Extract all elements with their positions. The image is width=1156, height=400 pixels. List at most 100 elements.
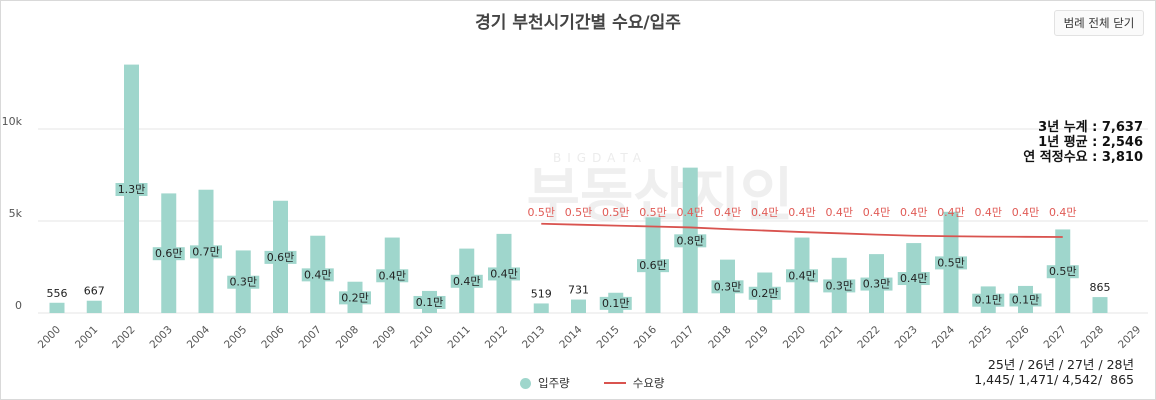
- supply-bar-label: 0.1만: [1012, 293, 1040, 306]
- summary-1yr-average: 1년 평균 : 2,546: [1038, 135, 1143, 150]
- x-tick-label: 2020: [781, 324, 808, 351]
- x-tick-label: 2029: [1116, 324, 1143, 351]
- supply-bar-label-bg: [599, 296, 632, 310]
- x-tick-label: 2017: [669, 324, 696, 351]
- x-tick-label: 2004: [185, 323, 213, 351]
- demand-point-label: 0.4만: [1049, 206, 1077, 219]
- supply-bar-label: 0.4만: [378, 269, 406, 282]
- x-tick-label: 2018: [706, 324, 733, 351]
- x-tick-label: 2026: [1004, 323, 1032, 351]
- demand-point-label: 0.4만: [751, 206, 779, 219]
- x-tick-label: 2001: [73, 324, 100, 351]
- supply-bar: [49, 302, 65, 313]
- x-tick-label: 2009: [371, 324, 398, 351]
- supply-bar-label: 0.2만: [751, 287, 779, 300]
- supply-bar-label: 731: [568, 284, 589, 297]
- x-tick-label: 2016: [632, 323, 660, 351]
- legend-toggle-button[interactable]: 범례 전체 닫기: [1054, 10, 1144, 36]
- x-tick-label: 2013: [520, 324, 547, 351]
- demand-point-label: 0.5만: [602, 206, 630, 219]
- supply-bar-label-bg: [115, 183, 148, 196]
- bottom-note-years: 25년 / 26년 / 27년 / 28년: [987, 357, 1134, 372]
- supply-bar-label-bg: [152, 247, 185, 261]
- demand-point-label: 0.4만: [974, 206, 1002, 219]
- supply-bar-label-bg: [823, 279, 856, 293]
- supply-bar-label-bg: [1009, 293, 1042, 307]
- supply-bar-label: 0.3만: [229, 276, 257, 289]
- supply-bar-label: 519: [531, 287, 552, 300]
- x-tick-label: 2025: [967, 324, 994, 351]
- supply-bar-label-bg: [786, 269, 818, 283]
- x-tick-label: 2002: [110, 324, 137, 351]
- y-tick-label: 10k: [2, 115, 23, 128]
- legend-label-supply: 입주량: [538, 376, 570, 390]
- supply-bar-label-bg: [450, 274, 483, 288]
- demand-point-label: 0.4만: [1012, 206, 1040, 219]
- demand-point-label: 0.4만: [714, 206, 742, 219]
- demand-point-label: 0.4만: [676, 206, 704, 219]
- supply-bar-label: 1.3만: [118, 183, 146, 196]
- x-tick-label: 2024: [930, 323, 958, 351]
- demand-point-label: 0.5만: [565, 206, 593, 219]
- legend-item-supply[interactable]: 입주량: [520, 375, 570, 391]
- supply-bar-label: 556: [47, 287, 68, 300]
- demand-point-label: 0.4만: [863, 206, 891, 219]
- supply-bar-label: 667: [84, 285, 105, 298]
- supply-bar-label: 0.1만: [602, 297, 630, 310]
- supply-swatch-icon: [520, 377, 531, 389]
- chart-title: 경기 부천시기간별 수요/입주: [475, 13, 681, 33]
- x-tick-label: 2022: [855, 324, 882, 351]
- demand-point-label: 0.4만: [900, 206, 928, 219]
- supply-bar-label: 0.4만: [788, 269, 816, 282]
- supply-bar-label: 0.1만: [974, 294, 1002, 307]
- supply-bar-label-bg: [1046, 265, 1079, 279]
- supply-bar-label: 0.4만: [304, 268, 332, 281]
- summary-annual-demand: 연 적정수요 : 3,810: [1023, 150, 1143, 165]
- supply-bar: [86, 300, 102, 313]
- x-tick-label: 2027: [1041, 324, 1068, 351]
- demand-point-label: 0.4만: [825, 206, 853, 219]
- supply-bar-label-bg: [339, 291, 371, 305]
- x-tick-label: 2000: [36, 324, 63, 351]
- supply-bar: [571, 299, 586, 313]
- x-tick-label: 2021: [818, 324, 845, 351]
- summary-3yr-total: 3년 누계 : 7,637: [1038, 120, 1143, 135]
- supply-bar-label: 0.6만: [155, 247, 183, 260]
- supply-bar-label: 0.5만: [1049, 265, 1077, 278]
- supply-bar-label-bg: [227, 275, 260, 289]
- x-tick-label: 2011: [445, 324, 472, 351]
- x-tick-label: 2003: [147, 324, 174, 351]
- supply-bar-label-bg: [190, 245, 222, 259]
- x-tick-label: 2014: [557, 323, 585, 351]
- supply-bar-label-bg: [972, 293, 1005, 307]
- chart-legend: 입주량 수요량: [520, 374, 699, 392]
- bottom-note: 25년 / 26년 / 27년 / 28년 1,445/ 1,471/ 4,54…: [974, 357, 1134, 387]
- demand-point-label: 0.4만: [937, 206, 965, 219]
- x-tick-label: 2012: [483, 324, 510, 351]
- supply-bar-label: 0.7만: [192, 245, 220, 258]
- x-tick-label: 2028: [1079, 324, 1106, 351]
- supply-bar-label-bg: [376, 269, 409, 283]
- bottom-note-values: 1,445/ 1,471/ 4,542/ 865: [974, 372, 1134, 387]
- supply-bar-label-bg: [897, 272, 930, 286]
- supply-bar-label: 0.4만: [900, 272, 928, 285]
- supply-bar-label: 0.6만: [639, 259, 667, 272]
- supply-bar-label: 0.3만: [825, 279, 853, 292]
- supply-bar-label-bg: [413, 295, 446, 309]
- supply-bar-label: 0.3만: [714, 280, 742, 293]
- supply-bar-label-bg: [637, 259, 669, 273]
- supply-bar-label: 0.6만: [267, 251, 295, 264]
- x-tick-label: 2010: [408, 324, 435, 351]
- supply-bar-label: 865: [1090, 281, 1111, 294]
- supply-bar-label: 0.1만: [416, 296, 444, 309]
- x-tick-label: 2008: [334, 324, 361, 351]
- supply-bar-label-bg: [935, 256, 967, 270]
- legend-label-demand: 수요량: [632, 376, 665, 390]
- supply-bar-label-bg: [711, 280, 744, 294]
- x-tick-label: 2005: [222, 324, 249, 351]
- supply-bar-label: 0.4만: [490, 267, 518, 280]
- supply-bar-label: 0.2만: [341, 291, 369, 304]
- supply-bar-label-bg: [748, 286, 781, 300]
- legend-item-demand[interactable]: 수요량: [603, 375, 665, 391]
